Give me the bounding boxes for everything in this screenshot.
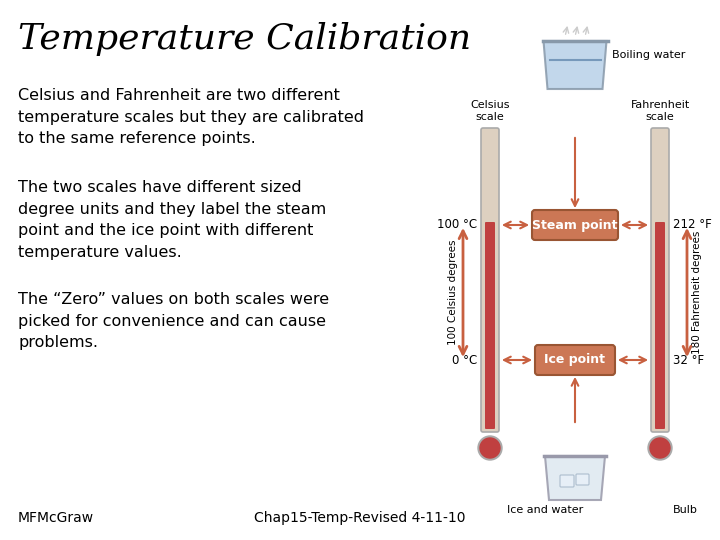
FancyBboxPatch shape bbox=[481, 128, 499, 432]
Text: 212 °F: 212 °F bbox=[673, 219, 712, 232]
Text: Boiling water: Boiling water bbox=[613, 50, 686, 60]
Text: 100 Celsius degrees: 100 Celsius degrees bbox=[448, 240, 458, 345]
FancyBboxPatch shape bbox=[532, 210, 618, 240]
Text: Temperature Calibration: Temperature Calibration bbox=[18, 22, 471, 56]
FancyBboxPatch shape bbox=[485, 222, 495, 429]
Polygon shape bbox=[544, 41, 606, 89]
Circle shape bbox=[478, 436, 502, 460]
Text: Celsius and Fahrenheit are two different
temperature scales but they are calibra: Celsius and Fahrenheit are two different… bbox=[18, 88, 364, 146]
Text: Bulb: Bulb bbox=[673, 505, 698, 515]
Text: 32 °F: 32 °F bbox=[673, 354, 704, 367]
FancyBboxPatch shape bbox=[651, 128, 669, 432]
Text: 180 Fahrenheit degrees: 180 Fahrenheit degrees bbox=[692, 231, 702, 354]
Text: Chap15-Temp-Revised 4-11-10: Chap15-Temp-Revised 4-11-10 bbox=[254, 511, 466, 525]
FancyBboxPatch shape bbox=[560, 475, 574, 487]
Circle shape bbox=[480, 438, 500, 458]
Text: MFMcGraw: MFMcGraw bbox=[18, 511, 94, 525]
Text: The two scales have different sized
degree units and they label the steam
point : The two scales have different sized degr… bbox=[18, 180, 326, 260]
Circle shape bbox=[648, 436, 672, 460]
Text: Ice and water: Ice and water bbox=[507, 505, 583, 515]
Text: Celsius
scale: Celsius scale bbox=[470, 99, 510, 122]
FancyBboxPatch shape bbox=[655, 222, 665, 429]
Text: The “Zero” values on both scales were
picked for convenience and can cause
probl: The “Zero” values on both scales were pi… bbox=[18, 292, 329, 350]
Text: Fahrenheit
scale: Fahrenheit scale bbox=[631, 99, 690, 122]
Circle shape bbox=[650, 438, 670, 458]
Text: 100 °C: 100 °C bbox=[437, 219, 477, 232]
FancyBboxPatch shape bbox=[535, 345, 615, 375]
Polygon shape bbox=[545, 456, 605, 500]
Text: 0 °C: 0 °C bbox=[451, 354, 477, 367]
FancyBboxPatch shape bbox=[576, 474, 589, 485]
Text: Steam point: Steam point bbox=[532, 219, 618, 232]
Text: Ice point: Ice point bbox=[544, 354, 606, 367]
